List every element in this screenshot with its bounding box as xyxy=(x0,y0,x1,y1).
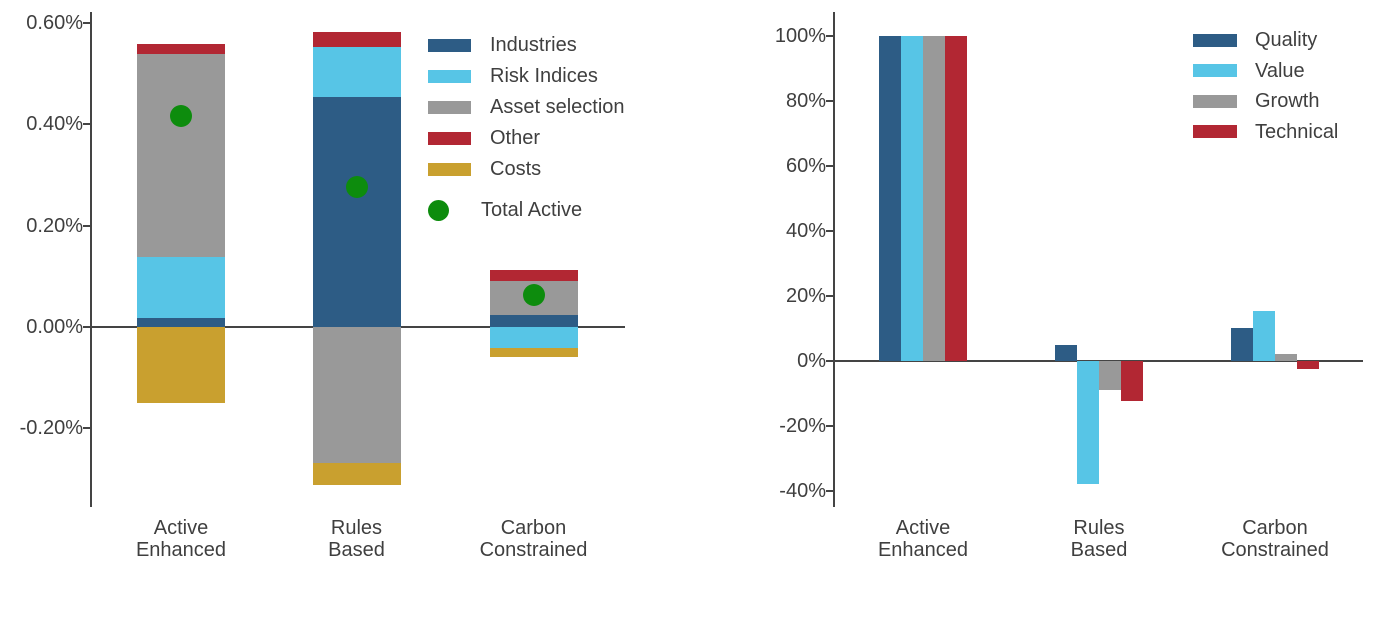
legend-label: Growth xyxy=(1255,90,1320,112)
legend-swatch xyxy=(428,38,471,52)
y-tick-label: 100% xyxy=(774,25,826,48)
y-tick-label: 80% xyxy=(785,90,826,113)
legend-label: Value xyxy=(1255,59,1305,82)
bar-segment-other xyxy=(312,31,401,47)
bar-segment-costs xyxy=(489,348,578,358)
y-tick-mark xyxy=(826,295,835,298)
y-tick-mark xyxy=(83,21,92,24)
legend-marker-dot xyxy=(427,199,449,221)
grouped-bar-technical xyxy=(1297,360,1319,370)
grouped-bar-value xyxy=(1253,310,1275,361)
legend-label: Risk Indices xyxy=(490,65,598,87)
y-tick-mark xyxy=(826,424,835,427)
legend-item-other: Other xyxy=(428,127,748,149)
grouped-bar-value xyxy=(1077,360,1099,485)
legend-item-total-active: Total Active xyxy=(427,199,748,221)
y-tick-label: 0.40% xyxy=(26,113,83,136)
y-tick-mark xyxy=(83,123,92,126)
y-tick-mark xyxy=(83,325,92,328)
y-tick-mark xyxy=(826,489,835,492)
legend-swatch xyxy=(1193,64,1237,77)
legend-label: Costs xyxy=(490,158,542,180)
y-tick-label: 60% xyxy=(785,155,826,178)
legend-label: Total Active xyxy=(481,199,583,221)
legend-label: Technical xyxy=(1255,120,1339,143)
total-active-dot xyxy=(345,176,368,199)
grouped-bar-growth xyxy=(1099,360,1121,391)
y-tick-mark xyxy=(83,427,92,430)
y-tick-mark xyxy=(826,100,835,103)
category-label: Active Enhanced xyxy=(877,517,969,561)
category-label: Carbon Constrained xyxy=(1221,517,1329,561)
legend-swatch xyxy=(428,100,471,114)
y-axis-line xyxy=(90,12,92,507)
legend-item-industries: Industries xyxy=(428,34,748,56)
bar-segment-industries xyxy=(489,314,578,327)
y-axis-line xyxy=(833,12,835,507)
legend-swatch xyxy=(1193,33,1237,47)
bar-segment-risk-indices xyxy=(489,326,578,349)
grouped-bar-quality xyxy=(1055,344,1077,361)
y-tick-mark xyxy=(826,165,835,168)
bar-segment-costs xyxy=(312,463,401,485)
bar-segment-industries xyxy=(137,317,225,327)
legend-item-quality: Quality xyxy=(1193,29,1386,51)
category-label: Rules Based xyxy=(1070,517,1128,561)
bar-segment-asset-selection xyxy=(312,326,401,464)
y-tick-label: 0% xyxy=(797,349,826,372)
legend-swatch xyxy=(428,131,471,145)
legend-item-growth: Growth xyxy=(1193,90,1386,112)
y-tick-mark xyxy=(826,359,835,362)
legend-item-technical: Technical xyxy=(1193,121,1386,143)
bar-segment-asset-selection xyxy=(137,53,225,258)
category-label: Active Enhanced xyxy=(135,517,227,561)
grouped-bar-quality xyxy=(879,36,901,361)
y-tick-label: 0.60% xyxy=(26,11,83,34)
y-tick-label: 0.20% xyxy=(26,214,83,237)
y-tick-label: 20% xyxy=(785,285,826,308)
legend-label: Other xyxy=(490,127,541,149)
y-tick-mark xyxy=(83,224,92,227)
legend-label: Asset selection xyxy=(490,96,625,118)
grouped-bar-growth xyxy=(1275,354,1297,361)
grouped-bar-quality xyxy=(1231,328,1253,361)
legend-item-risk-indices: Risk Indices xyxy=(428,65,748,87)
legend-item-costs: Costs xyxy=(428,158,748,180)
bar-segment-other xyxy=(137,44,225,54)
legend-swatch xyxy=(1193,94,1237,108)
legend-item-asset-selection: Asset selection xyxy=(428,96,748,118)
y-tick-label: 0.00% xyxy=(26,315,83,338)
legend-swatch xyxy=(428,69,471,83)
bar-segment-industries xyxy=(312,97,401,327)
grouped-bar-growth xyxy=(923,36,945,361)
legend-item-value: Value xyxy=(1193,60,1386,82)
total-active-dot xyxy=(170,105,192,128)
bar-segment-risk-indices xyxy=(312,46,401,98)
total-active-dot xyxy=(522,284,545,306)
category-label: Rules Based xyxy=(328,517,385,561)
y-tick-mark xyxy=(826,230,835,233)
y-tick-label: 40% xyxy=(785,220,826,243)
bar-segment-other xyxy=(489,269,578,281)
y-tick-mark xyxy=(826,35,835,38)
grouped-bar-technical xyxy=(945,36,967,361)
category-label: Carbon Constrained xyxy=(479,517,588,561)
y-tick-label: -40% xyxy=(779,479,826,502)
bar-segment-costs xyxy=(137,326,225,404)
grouped-bar-value xyxy=(901,36,923,361)
bar-segment-risk-indices xyxy=(137,257,225,318)
legend-swatch xyxy=(428,162,471,176)
legend-label: Industries xyxy=(490,34,577,56)
y-tick-label: -20% xyxy=(779,414,826,437)
legend-label: Quality xyxy=(1255,29,1318,51)
y-tick-label: -0.20% xyxy=(19,417,83,440)
grouped-bar-technical xyxy=(1121,360,1143,402)
legend-swatch xyxy=(1193,125,1237,138)
